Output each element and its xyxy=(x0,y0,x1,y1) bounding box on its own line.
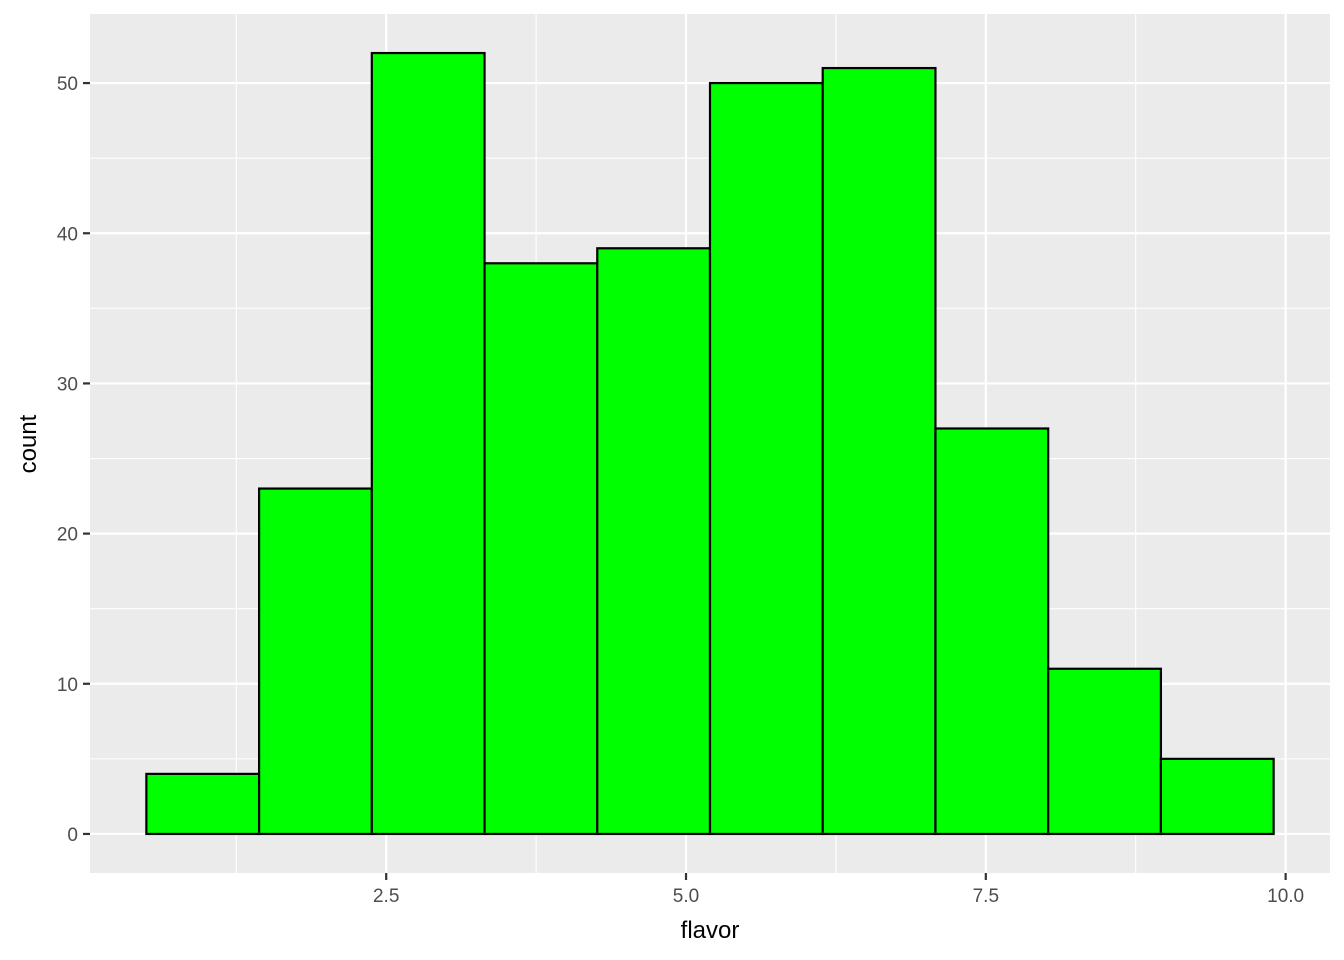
y-axis-title: count xyxy=(15,414,42,473)
histogram-bar-3 xyxy=(370,51,486,836)
y-tick-label: 40 xyxy=(57,224,78,245)
histogram-bar-9 xyxy=(1047,667,1163,836)
histogram-bar-7 xyxy=(821,66,937,836)
y-axis-ticks: 0 10 20 30 40 50 xyxy=(57,74,90,846)
histogram-bar-10 xyxy=(1159,757,1275,836)
histogram-bar-6 xyxy=(708,81,824,836)
histogram-bar-5 xyxy=(596,247,712,836)
x-axis-ticks: 2.5 5.0 7.5 10.0 xyxy=(373,873,1304,907)
x-tick-label: 7.5 xyxy=(973,886,999,907)
histogram-bar-8 xyxy=(934,427,1050,836)
y-tick-label: 10 xyxy=(57,675,78,696)
histogram-bar-4 xyxy=(483,262,599,836)
histogram-bar-1 xyxy=(145,772,261,836)
y-tick-label: 20 xyxy=(57,525,78,546)
y-tick-label: 0 xyxy=(67,825,78,846)
x-tick-label: 2.5 xyxy=(373,886,399,907)
histogram-bars xyxy=(145,51,1275,836)
x-tick-label: 10.0 xyxy=(1267,886,1304,907)
y-tick-label: 50 xyxy=(57,74,78,95)
y-tick-label: 30 xyxy=(57,374,78,395)
x-axis-title: flavor xyxy=(681,917,740,944)
histogram-bar-2 xyxy=(257,487,373,836)
x-tick-label: 5.0 xyxy=(673,886,699,907)
